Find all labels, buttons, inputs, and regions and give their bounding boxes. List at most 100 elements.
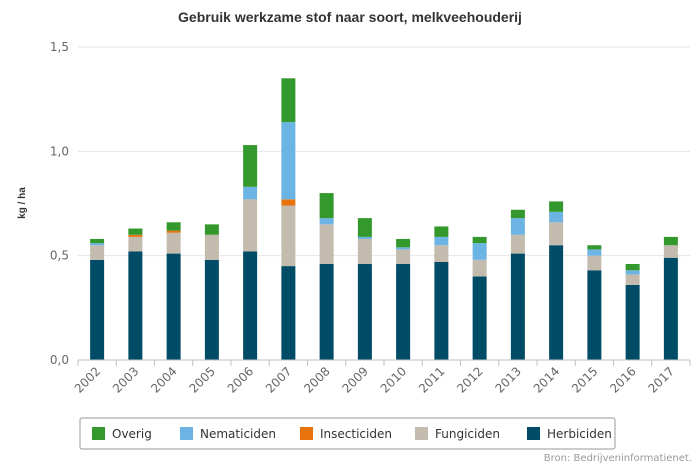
legend-swatch-fungiciden <box>415 427 428 440</box>
bar-segment-fungiciden <box>128 236 143 252</box>
bar-segment-herbiciden <box>319 264 334 360</box>
bar-segment-fungiciden <box>663 245 678 258</box>
bars <box>90 78 678 360</box>
bar-segment-insecticiden <box>166 230 181 233</box>
x-tick-label: 2013 <box>492 364 523 395</box>
legend-label-fungiciden[interactable]: Fungiciden <box>435 427 500 441</box>
x-tick-label: 2005 <box>186 364 217 395</box>
y-axis-label: kg / ha <box>17 187 28 219</box>
bar-segment-herbiciden <box>396 264 411 360</box>
bar-segment-fungiciden <box>549 222 564 246</box>
bar-segment-fungiciden <box>625 274 640 285</box>
x-tick-label: 2004 <box>148 364 179 395</box>
bar-segment-herbiciden <box>434 261 449 360</box>
legend-label-insecticiden[interactable]: Insecticiden <box>320 427 392 441</box>
chart-title: Gebruik werkzame stof naar soort, melkve… <box>178 9 522 25</box>
legend-swatch-insecticiden <box>300 427 313 440</box>
bar-segment-fungiciden <box>281 205 296 267</box>
legend: Overig Nematiciden Insecticiden Fungiciden H… <box>79 417 616 450</box>
source-credit: Bron: Bedrijveninformatienet. <box>544 453 692 464</box>
bar-segment-nematiciden <box>357 236 372 239</box>
y-tick-label: 1,0 <box>50 144 69 158</box>
bar-segment-herbiciden <box>243 251 258 360</box>
x-tick-label: 2015 <box>569 364 600 395</box>
bar-segment-herbiciden <box>587 270 602 360</box>
bar-segment-fungiciden <box>472 259 487 277</box>
bar-segment-overig <box>625 264 640 271</box>
x-tick-label: 2014 <box>531 364 562 395</box>
bar-segment-herbiciden <box>625 284 640 360</box>
x-tick-label: 2011 <box>416 364 447 395</box>
bar-segment-overig <box>319 193 334 219</box>
x-tick-label: 2012 <box>454 364 485 395</box>
legend-box <box>79 417 616 450</box>
legend-swatch-nematiciden <box>180 427 193 440</box>
y-axis-ticks: 0,0 0,5 1,0 1,5 <box>50 40 69 367</box>
legend-label-overig[interactable]: Overig <box>112 427 152 441</box>
bar-segment-fungiciden <box>166 232 181 254</box>
bar-segment-nematiciden <box>587 249 602 256</box>
x-tick-label: 2010 <box>378 364 409 395</box>
x-axis-ticks: 2002 2003 2004 2005 2006 2007 2008 2009 2010 2011… <box>72 360 691 396</box>
bar-segment-overig <box>166 222 181 231</box>
bar-segment-overig <box>434 226 449 237</box>
bar-segment-overig <box>549 201 564 212</box>
bar-segment-herbiciden <box>166 253 181 360</box>
bar-segment-herbiciden <box>90 259 105 360</box>
bar-segment-nematiciden <box>396 247 411 250</box>
bar-segment-fungiciden <box>357 238 372 265</box>
bar-segment-herbiciden <box>549 245 564 360</box>
legend-label-herbiciden[interactable]: Herbiciden <box>547 427 612 441</box>
bar-segment-herbiciden <box>204 259 219 360</box>
bar-segment-overig <box>204 224 219 235</box>
bar-segment-herbiciden <box>510 253 525 360</box>
bar-segment-overig <box>357 218 372 237</box>
bar-segment-overig <box>128 228 143 235</box>
x-tick-label: 2003 <box>110 364 141 395</box>
x-tick-label: 2016 <box>607 364 638 395</box>
bar-segment-nematiciden <box>472 243 487 260</box>
bar-segment-insecticiden <box>128 234 143 237</box>
bar-segment-fungiciden <box>243 199 258 252</box>
x-tick-label: 2007 <box>263 364 294 395</box>
bar-segment-overig <box>281 78 296 123</box>
x-tick-label: 2002 <box>72 364 103 395</box>
y-tick-label: 0,0 <box>50 353 69 367</box>
bar-segment-fungiciden <box>396 249 411 265</box>
bar-segment-herbiciden <box>663 257 678 360</box>
x-tick-label: 2008 <box>301 364 332 395</box>
x-tick-label: 2009 <box>339 364 370 395</box>
bar-segment-insecticiden <box>281 199 296 206</box>
bar-segment-fungiciden <box>510 234 525 254</box>
bar-segment-nematiciden <box>281 122 296 200</box>
bar-segment-nematiciden <box>90 243 105 246</box>
bar-segment-overig <box>472 236 487 244</box>
bar-segment-overig <box>510 209 525 219</box>
bar-segment-nematiciden <box>434 236 449 246</box>
bar-segment-overig <box>663 236 678 246</box>
x-tick-label: 2006 <box>225 364 256 395</box>
bar-segment-herbiciden <box>472 276 487 360</box>
bar-segment-overig <box>587 245 602 250</box>
bar-segment-herbiciden <box>357 264 372 360</box>
bar-segment-overig <box>90 238 105 244</box>
bar-segment-fungiciden <box>204 234 219 260</box>
bar-segment-overig <box>396 238 411 248</box>
legend-swatch-herbiciden <box>527 427 540 440</box>
bar-segment-fungiciden <box>434 245 449 262</box>
y-tick-label: 1,5 <box>50 40 69 54</box>
legend-label-nematiciden[interactable]: Nematiciden <box>200 427 276 441</box>
bar-segment-herbiciden <box>128 251 143 360</box>
bar-segment-herbiciden <box>281 266 296 360</box>
bar-segment-fungiciden <box>587 255 602 271</box>
bar-segment-overig <box>243 145 258 187</box>
bar-segment-fungiciden <box>319 224 334 265</box>
y-tick-label: 0,5 <box>50 249 69 263</box>
bar-segment-nematiciden <box>243 186 258 200</box>
bar-segment-fungiciden <box>90 245 105 260</box>
x-tick-label: 2017 <box>645 364 676 395</box>
bar-segment-nematiciden <box>625 270 640 275</box>
legend-swatch-overig <box>92 427 105 440</box>
bar-segment-nematiciden <box>510 218 525 235</box>
